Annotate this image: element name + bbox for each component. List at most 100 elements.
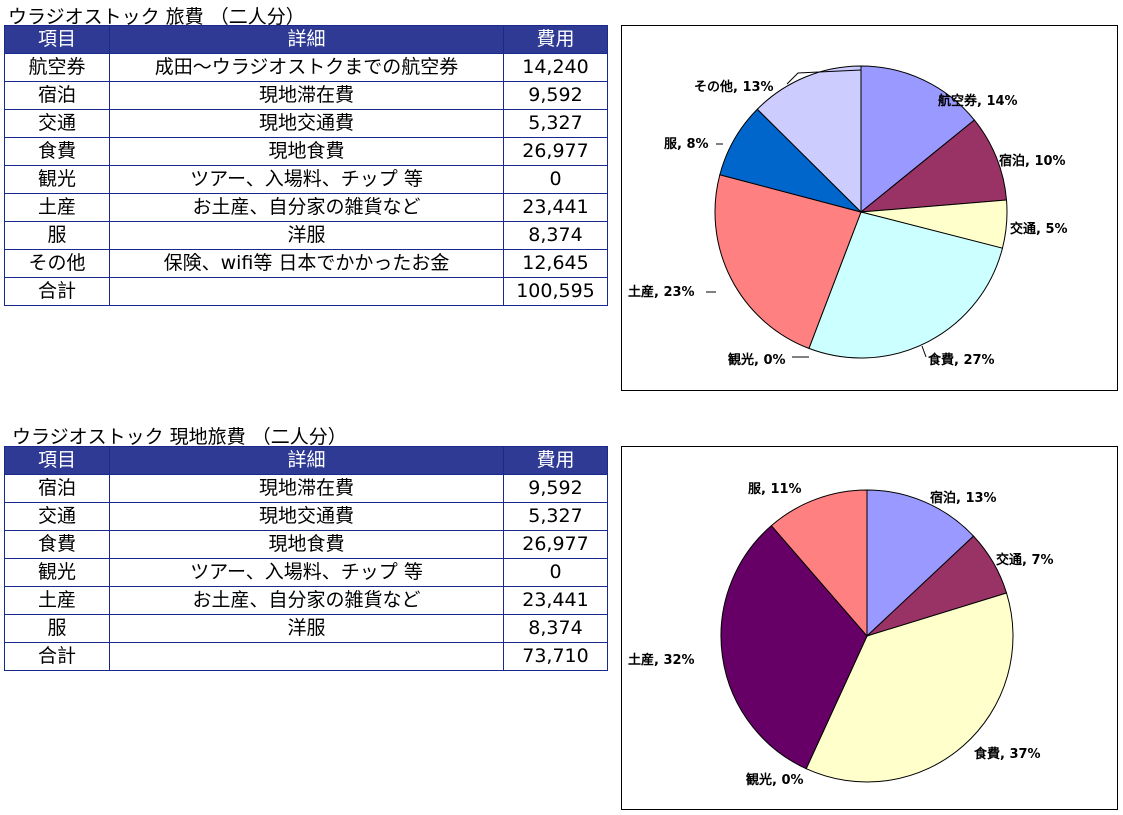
table1-cell: 洋服 xyxy=(109,221,504,250)
table1-cell: 食費 xyxy=(4,137,110,166)
table2-cell: 9,592 xyxy=(503,474,608,503)
table2-header-cell: 費用 xyxy=(503,446,608,475)
pie-slice-航空券 xyxy=(860,65,976,214)
table1-cell: 成田～ウラジオストクまでの航空券 xyxy=(109,53,504,82)
pie-slice-その他 xyxy=(756,65,862,214)
pie-chart-1-svg: 航空券, 14% 宿泊, 10% 交通, 5% 食費, 27% 観光, 0% 土産, 23… xyxy=(628,65,1068,368)
table1-cell: 保険、wifi等 日本でかかったお金 xyxy=(109,249,504,278)
table1-cell: 宿泊 xyxy=(4,81,110,110)
leader-line xyxy=(786,69,862,85)
table1-cell: 航空券 xyxy=(4,53,110,82)
table2-cell: 食費 xyxy=(4,530,110,559)
pie-slice-土産 xyxy=(714,174,862,350)
table2-cell: 交通 xyxy=(4,502,110,531)
table2-cell: 73,710 xyxy=(503,642,608,671)
table1-row: 食費 現地食費 26,977 xyxy=(4,137,608,166)
table2-header-row: 項目 詳細 費用 xyxy=(4,446,608,475)
table1-header-cell: 費用 xyxy=(503,25,608,54)
pie-label-交通: 交通, 7% xyxy=(996,552,1054,568)
table2-cell: 23,441 xyxy=(503,586,608,615)
table2-cell: 5,327 xyxy=(503,502,608,531)
pie-label-航空券: 航空券, 14% xyxy=(938,93,1018,109)
table2-cell: 宿泊 xyxy=(4,474,110,503)
pie-label-食費: 食費, 27% xyxy=(928,352,995,368)
pie-label-服: 服, 8% xyxy=(664,137,709,152)
table1-row: 土産 お土産、自分家の雑貨など 23,441 xyxy=(4,193,608,222)
table1-cell: 0 xyxy=(503,165,608,194)
table1-cell: 12,645 xyxy=(503,249,608,278)
pie-slice-食費 xyxy=(808,211,1004,359)
pie-label-服: 服, 11% xyxy=(748,482,802,497)
table2-cell: 洋服 xyxy=(109,614,504,643)
table1-cell: ツアー、入場料、チップ 等 xyxy=(109,165,504,194)
table1-row: その他 保険、wifi等 日本でかかったお金 12,645 xyxy=(4,249,608,278)
table2-cell xyxy=(109,642,504,671)
table1-title: ウラジオストック 旅費 （二人分） xyxy=(8,6,305,28)
table1-cell: 土産 xyxy=(4,193,110,222)
pie-slice-食費 xyxy=(805,592,1014,783)
table1-row: 服洋服 8,374 xyxy=(4,221,608,250)
pie-label-土産: 土産, 23% xyxy=(628,284,695,300)
pie-label-食費: 食費, 37% xyxy=(974,746,1041,762)
pie-label-交通: 交通, 5% xyxy=(1010,221,1068,237)
pie-slice-宿泊 xyxy=(859,119,1008,213)
table2-cell: 土産 xyxy=(4,586,110,615)
table1-cell: 8,374 xyxy=(503,221,608,250)
table2-row: 食費 現地食費 26,977 xyxy=(4,530,608,559)
table2-cell: お土産、自分家の雑貨など xyxy=(109,586,504,615)
local-cost-table: 項目 詳細 費用 宿泊 現地滞在費 9,592 交通 現地交通費 5,327 食費 現地食費 26,9… xyxy=(4,446,608,671)
table2-cell: 現地交通費 xyxy=(109,502,504,531)
table2-cell: 26,977 xyxy=(503,530,608,559)
table1-cell: お土産、自分家の雑貨など xyxy=(109,193,504,222)
table1-row: 交通 現地交通費 5,327 xyxy=(4,109,608,138)
table1-cell: 合計 xyxy=(4,277,110,306)
table1-cell: 100,595 xyxy=(503,277,608,306)
table1-header-cell: 項目 xyxy=(4,25,110,54)
pie-slice-宿泊 xyxy=(866,489,975,638)
table1-cell: 現地食費 xyxy=(109,137,504,166)
table2-row: 土産 お土産、自分家の雑貨など 23,441 xyxy=(4,586,608,615)
table1-cell: 9,592 xyxy=(503,81,608,110)
table1-cell: 23,441 xyxy=(503,193,608,222)
table2-title: ウラジオストック 現地旅費 （二人分） xyxy=(12,426,347,448)
table1-cell: 5,327 xyxy=(503,109,608,138)
table1-header-cell: 詳細 xyxy=(109,25,504,54)
table1-cell: 観光 xyxy=(4,165,110,194)
leader-line xyxy=(921,345,927,358)
table1-cell: 26,977 xyxy=(503,137,608,166)
table1-row: 合計 100,595 xyxy=(4,277,608,306)
table2-header-cell: 項目 xyxy=(4,446,110,475)
pie-label-宿泊: 宿泊, 10% xyxy=(999,153,1066,169)
table1-row: 宿泊 現地滞在費 9,592 xyxy=(4,81,608,110)
table1-cell: 交通 xyxy=(4,109,110,138)
table1-cell: 服 xyxy=(4,221,110,250)
table1-cell: 14,240 xyxy=(503,53,608,82)
pie-label-観光: 観光, 0% xyxy=(745,772,804,788)
table2-cell: 合計 xyxy=(4,642,110,671)
table2-cell: 観光 xyxy=(4,558,110,587)
pie-label-土産: 土産, 32% xyxy=(628,652,695,668)
pie-slice-土産 xyxy=(720,524,868,770)
pie-slice-服 xyxy=(770,489,868,638)
table2-row: 服洋服 8,374 xyxy=(4,614,608,643)
table1-cell: 現地交通費 xyxy=(109,109,504,138)
table1-row: 航空券 成田～ウラジオストクまでの航空券 14,240 xyxy=(4,53,608,82)
table2-row: 交通 現地交通費 5,327 xyxy=(4,502,608,531)
table1-header-row: 項目 詳細 費用 xyxy=(4,25,608,54)
pie-label-観光: 観光, 0% xyxy=(727,352,786,368)
table2-cell: ツアー、入場料、チップ 等 xyxy=(109,558,504,587)
table1-cell xyxy=(109,277,504,306)
pie-chart-2: 宿泊, 13% 交通, 7% 食費, 37% 観光, 0% 土産, 32% 服, 11% xyxy=(621,446,1118,810)
table2-row: 合計 73,710 xyxy=(4,642,608,671)
table1-cell: その他 xyxy=(4,249,110,278)
table2-cell: 服 xyxy=(4,614,110,643)
pie-chart-2-svg: 宿泊, 13% 交通, 7% 食費, 37% 観光, 0% 土産, 32% 服, 11% xyxy=(628,482,1054,788)
travel-cost-table: 項目 詳細 費用 航空券 成田～ウラジオストクまでの航空券 14,240 宿泊 現地滞在費 9,… xyxy=(4,25,608,306)
table2-cell: 現地滞在費 xyxy=(109,474,504,503)
table2-cell: 0 xyxy=(503,558,608,587)
table2-cell: 現地食費 xyxy=(109,530,504,559)
table1-cell: 現地滞在費 xyxy=(109,81,504,110)
pie-label-その他: その他, 13% xyxy=(694,79,774,95)
